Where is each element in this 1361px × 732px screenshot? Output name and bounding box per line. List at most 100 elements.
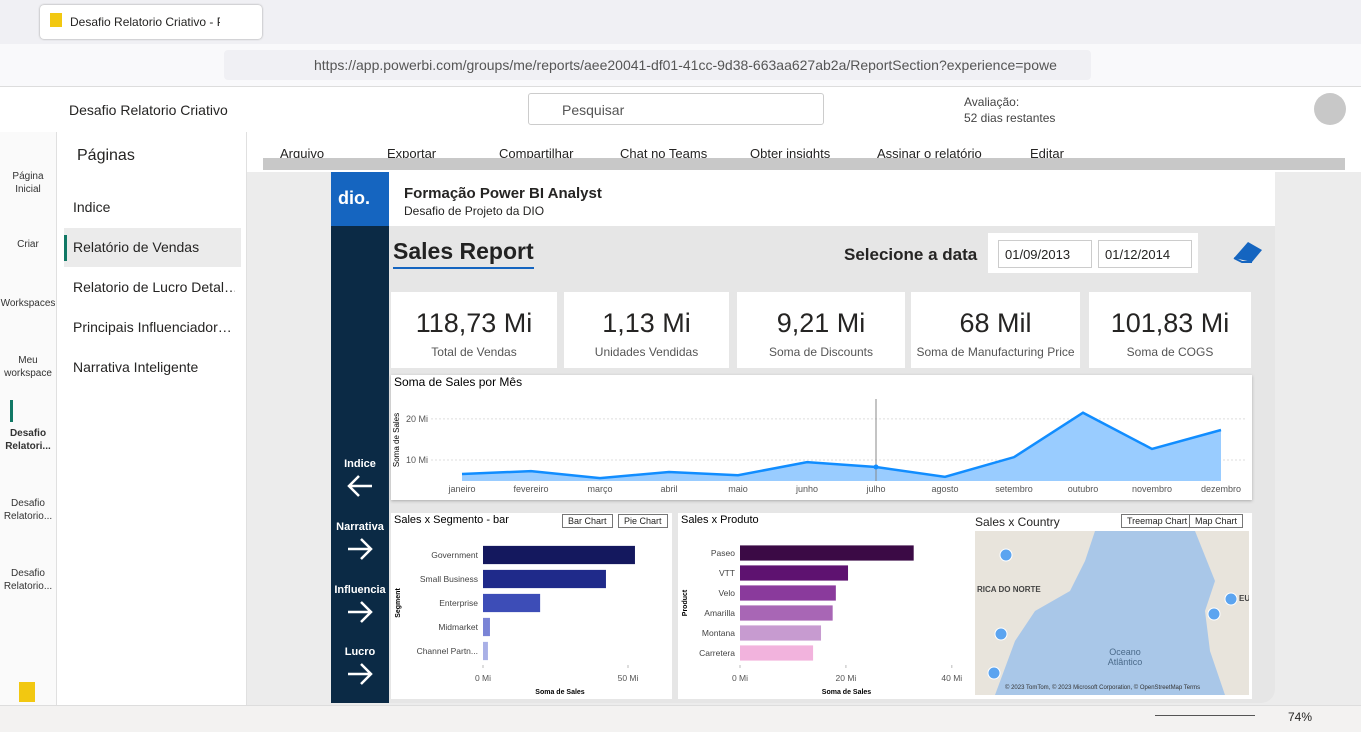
- toolbar-item[interactable]: Assinar o relatório: [877, 146, 982, 158]
- side-nav-label[interactable]: Influencia: [334, 584, 386, 596]
- date-slicer: [988, 233, 1198, 273]
- side-nav-arrow[interactable]: [346, 661, 374, 687]
- y-tick-label: Carretera: [699, 648, 735, 658]
- bar: [483, 569, 606, 589]
- pages-title: Páginas: [77, 147, 135, 164]
- x-tick-label: junho: [795, 484, 818, 494]
- button[interactable]: Pie Chart: [618, 514, 668, 528]
- map[interactable]: RICA DO NORTE Oceano Atlântico EU © 2023…: [975, 531, 1249, 695]
- visual: Sales x Segmento - bar Segment Government S…: [391, 513, 672, 699]
- toolbar-item[interactable]: Exportar: [387, 146, 437, 158]
- logo: dio.: [338, 188, 370, 208]
- side-nav-arrow[interactable]: [346, 536, 374, 562]
- map-attribution: © 2023 TomTom, © 2023 Microsoft Corporat…: [1005, 685, 1201, 691]
- kpi-card: 101,83 Mi Soma de COGS: [1089, 292, 1251, 368]
- kpi-label: Total de Vendas: [431, 345, 517, 359]
- x-tick-label: outubro: [1068, 484, 1099, 494]
- y-axis-title: Segment: [395, 588, 402, 618]
- bar: [740, 565, 849, 581]
- button[interactable]: Map Chart: [1189, 514, 1244, 528]
- kpi-label: Unidades Vendidas: [594, 345, 699, 359]
- url: https://app.powerbi.com/groups/me/report…: [314, 57, 1057, 73]
- x-axis-title: Soma de Sales: [535, 689, 585, 696]
- page-item[interactable]: Principais Influenciador…: [73, 319, 232, 335]
- map-land: [975, 531, 1249, 695]
- nav-item[interactable]: Desafio Relatorio...: [3, 498, 53, 522]
- x-tick-label: 0 Mi: [475, 673, 491, 683]
- date-label: Selecione a data: [844, 245, 978, 264]
- nav-item[interactable]: Desafio Relatorio...: [3, 568, 53, 592]
- url-box[interactable]: [224, 50, 1091, 80]
- zoom-slider[interactable]: [1155, 715, 1255, 716]
- toolbar-item[interactable]: Editar: [1030, 146, 1064, 158]
- avatar[interactable]: [1314, 93, 1346, 125]
- bar: [740, 645, 814, 661]
- nav-item[interactable]: Meu workspace: [4, 355, 52, 379]
- x-tick-label: 50 Mi: [618, 673, 639, 683]
- eraser-icon[interactable]: [1230, 236, 1266, 264]
- bar: [483, 641, 488, 661]
- y-tick-label: Velo: [718, 588, 735, 598]
- nav-item[interactable]: Desafio Relatori...: [5, 428, 51, 452]
- x-tick-label: fevereiro: [513, 484, 548, 494]
- y-tick-label: Paseo: [711, 548, 735, 558]
- page-item[interactable]: Narrativa Inteligente: [73, 359, 199, 375]
- x-tick-label: 40 Mi: [941, 673, 962, 683]
- toolbar-item[interactable]: Chat no Teams: [620, 146, 708, 158]
- active-page-bg: [64, 228, 241, 267]
- toolbar-item[interactable]: Obter insights: [750, 146, 831, 158]
- left-nav: [0, 132, 57, 705]
- y-tick-label: Montana: [702, 628, 735, 638]
- report-sidebar: [331, 172, 389, 703]
- bar: [740, 605, 833, 621]
- bar: [483, 617, 490, 637]
- y-tick-label: Midmarket: [438, 622, 478, 632]
- nav-item[interactable]: Workspaces: [0, 298, 56, 309]
- bar-chart: Sales x Segmento - bar Segment Government S…: [394, 514, 639, 696]
- nav-active: [10, 400, 13, 422]
- page-item[interactable]: Relatorio de Lucro Detal…: [73, 279, 235, 295]
- toolbar-item[interactable]: Arquivo: [280, 146, 325, 158]
- side-nav-arrow[interactable]: [346, 473, 374, 499]
- app-name[interactable]: Desafio Relatorio Criativo: [69, 102, 228, 118]
- x-tick-label: 20 Mi: [836, 673, 857, 683]
- side-nav-label[interactable]: Indice: [344, 458, 376, 470]
- nav-item[interactable]: Criar: [17, 239, 39, 250]
- kpi-value: 1,13 Mi: [602, 308, 691, 338]
- page-item[interactable]: Relatório de Vendas: [73, 239, 200, 255]
- side-nav-arrow[interactable]: [346, 599, 374, 625]
- kpi-card: 118,73 Mi Total de Vendas: [391, 292, 557, 368]
- date-start[interactable]: 01/09/2013: [998, 240, 1092, 268]
- tab-title: Desafio Relatorio Criativo - Pow: [70, 15, 220, 29]
- kpi-card: 9,21 Mi Soma de Discounts: [737, 292, 905, 368]
- page-item[interactable]: Indice: [73, 199, 111, 215]
- kpi-value: 68 Mil: [959, 308, 1032, 338]
- x-tick-label: janeiro: [447, 484, 475, 494]
- visual: Sales x Produto Product Paseo VTT Velo Amaril…: [678, 513, 972, 699]
- button[interactable]: Treemap Chart: [1121, 514, 1194, 528]
- area: [462, 412, 1221, 481]
- bar: [740, 585, 836, 601]
- x-tick-label: 0 Mi: [732, 673, 748, 683]
- kpi-label: Soma de COGS: [1126, 345, 1214, 359]
- side-nav-label[interactable]: Lucro: [344, 646, 376, 658]
- visual: Soma de Sales por Mês Soma de Sales 10 Mi 2…: [391, 375, 1252, 500]
- chart-title: Soma de Sales por Mês: [394, 375, 522, 389]
- button[interactable]: Bar Chart: [562, 514, 613, 528]
- x-tick-label: dezembro: [1201, 484, 1241, 494]
- line-chart: Soma de Sales por Mês Soma de Sales 10 Mi 2…: [392, 375, 1246, 494]
- y-tick-label: VTT: [719, 568, 735, 578]
- date-end[interactable]: 01/12/2014: [1098, 240, 1192, 268]
- toolbar-item[interactable]: Compartilhar: [499, 146, 574, 158]
- logo-box: [331, 172, 389, 226]
- tab[interactable]: [40, 5, 262, 39]
- y-tick-label: Government: [431, 550, 478, 560]
- point: [873, 464, 879, 470]
- x-tick-label: agosto: [931, 484, 958, 494]
- y-tick-label: Enterprise: [439, 598, 478, 608]
- side-nav-label[interactable]: Narrativa: [336, 521, 384, 533]
- search-box[interactable]: [528, 93, 824, 125]
- search-placeholder: Pesquisar: [562, 102, 625, 118]
- nav-item[interactable]: Página Inicial: [12, 171, 44, 195]
